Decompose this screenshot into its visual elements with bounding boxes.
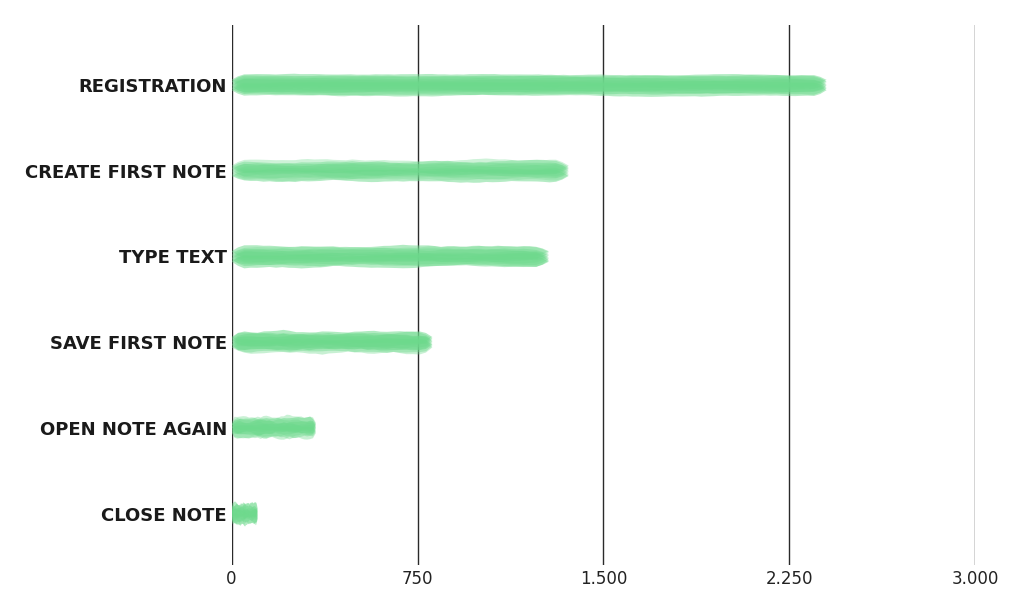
Polygon shape (231, 74, 826, 86)
Polygon shape (231, 506, 258, 520)
Polygon shape (231, 511, 258, 527)
Polygon shape (231, 161, 568, 176)
Polygon shape (231, 82, 826, 95)
Polygon shape (231, 75, 826, 90)
Polygon shape (231, 424, 315, 437)
Polygon shape (231, 251, 549, 264)
Polygon shape (231, 509, 258, 525)
Polygon shape (231, 336, 432, 350)
Polygon shape (231, 417, 315, 432)
Polygon shape (231, 424, 315, 439)
Polygon shape (231, 330, 432, 345)
Polygon shape (231, 427, 315, 440)
Polygon shape (231, 245, 549, 258)
Polygon shape (231, 338, 432, 351)
Polygon shape (231, 164, 568, 179)
Polygon shape (231, 508, 258, 522)
Polygon shape (231, 160, 568, 175)
Polygon shape (231, 334, 432, 349)
Polygon shape (231, 414, 315, 431)
Polygon shape (231, 255, 549, 268)
Polygon shape (231, 340, 432, 355)
Polygon shape (231, 162, 568, 178)
Polygon shape (231, 419, 315, 435)
Polygon shape (231, 79, 826, 93)
Polygon shape (231, 418, 315, 433)
Polygon shape (231, 81, 826, 94)
Polygon shape (231, 253, 549, 267)
Polygon shape (231, 251, 549, 266)
Polygon shape (231, 246, 549, 260)
Polygon shape (231, 159, 568, 173)
Polygon shape (231, 421, 315, 436)
Polygon shape (231, 83, 826, 97)
Polygon shape (231, 166, 568, 180)
Polygon shape (231, 333, 432, 348)
Polygon shape (231, 504, 258, 519)
Polygon shape (231, 248, 549, 261)
Polygon shape (231, 169, 568, 183)
Polygon shape (231, 249, 549, 262)
Polygon shape (231, 501, 258, 516)
Polygon shape (231, 77, 826, 91)
Polygon shape (231, 75, 826, 88)
Polygon shape (231, 332, 432, 345)
Polygon shape (231, 503, 258, 518)
Polygon shape (231, 508, 258, 524)
Polygon shape (231, 168, 568, 181)
Polygon shape (231, 339, 432, 353)
